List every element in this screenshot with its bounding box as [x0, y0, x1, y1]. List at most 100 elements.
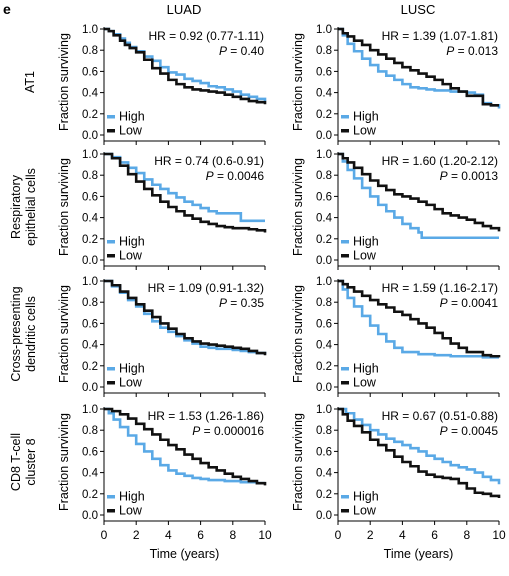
hazard-ratio-label: HR = 1.09 (0.91-1.32) [148, 281, 264, 295]
legend-label-low: Low [353, 249, 377, 263]
row-label-0: AT1 [23, 71, 37, 93]
legend-swatch-high [341, 240, 349, 244]
series-line-low [338, 279, 501, 358]
y-tick-label: 0.6 [82, 446, 98, 458]
p-value-label: P = 0.35 [219, 296, 264, 310]
x-tick-label: 6 [197, 528, 204, 542]
survival-panel: 0.0 0.2 0.4 0.6 0.8 1.0 Fraction surviving HR =… [291, 276, 501, 397]
legend-label-high: High [353, 235, 379, 249]
y-tick-label: 0.2 [316, 361, 332, 373]
row-label-3: CD8 T-cell cluster 8 [9, 433, 38, 491]
y-axis-label: Fraction surviving [291, 33, 305, 131]
y-axis-label: Fraction surviving [57, 158, 71, 256]
y-tick-label: 1.0 [82, 149, 98, 161]
y-tick-label: 1.0 [82, 24, 98, 36]
y-tick-label: 0.0 [82, 130, 98, 142]
y-tick-label: 0.8 [316, 170, 332, 182]
y-tick-label: 0.6 [82, 318, 98, 330]
y-tick-label: 0.0 [82, 255, 98, 267]
y-tick-label: 0.8 [316, 45, 332, 57]
p-value-label: P = 0.40 [219, 44, 264, 58]
y-tick-label: 0.4 [82, 340, 99, 352]
row-label-line: AT1 [23, 71, 37, 93]
legend-label-low: Low [119, 124, 143, 138]
row-label-line: epithelial cells [24, 168, 38, 246]
y-tick-label: 0.8 [82, 425, 98, 437]
row-label-line: dendritic cells [24, 296, 38, 372]
x-axis-label: Time (years) [150, 547, 220, 561]
survival-panel: 0.0 0.2 0.4 0.6 0.8 1.0 Fraction surviving HR =… [57, 276, 267, 397]
y-tick-label: 1.0 [82, 404, 98, 416]
y-tick-label: 0.6 [82, 191, 98, 203]
row-label-line: Respiratory [9, 174, 23, 239]
x-tick-label: 4 [399, 528, 406, 542]
legend-label-low: Low [119, 249, 143, 263]
hazard-ratio-label: HR = 0.74 (0.6-0.91) [154, 154, 264, 168]
hazard-ratio-label: HR = 0.92 (0.77-1.11) [148, 29, 264, 43]
p-value-label: P = 0.0045 [440, 424, 499, 438]
x-tick-label: 8 [463, 528, 470, 542]
y-tick-label: 0.2 [82, 234, 98, 246]
legend-swatch-high [341, 367, 349, 371]
x-tick-label: 4 [165, 528, 172, 542]
p-value-label: P = 0.013 [446, 44, 498, 58]
y-tick-label: 0.6 [316, 66, 332, 78]
legend-swatch-low [341, 129, 349, 133]
y-tick-label: 0.8 [82, 297, 98, 309]
x-tick-label: 2 [367, 528, 374, 542]
legend-label-low: Low [119, 376, 143, 390]
y-tick-label: 0.0 [82, 510, 98, 522]
chart-panels: 0.0 0.2 0.4 0.6 0.8 1.0 Fraction surviving HR =… [57, 24, 506, 561]
survival-panel: 0.0 0.2 0.4 0.6 0.8 1.0 Fraction surviving HR =… [57, 149, 267, 270]
y-tick-label: 0.0 [316, 382, 332, 394]
y-tick-label: 0.6 [316, 191, 332, 203]
y-tick-label: 0.6 [82, 66, 98, 78]
y-tick-label: 0.0 [316, 510, 332, 522]
y-axis-label: Fraction surviving [291, 158, 305, 256]
y-tick-label: 0.8 [82, 170, 98, 182]
y-tick-label: 0.0 [82, 382, 98, 394]
legend-swatch-high [107, 240, 115, 244]
y-tick-label: 0.2 [82, 489, 98, 501]
row-label-2: Cross-presenting dendritic cells [9, 286, 38, 381]
survival-panel: 0.0 0.2 0.4 0.6 0.8 1.0 Fraction surviving HR =… [57, 24, 267, 145]
y-tick-label: 0.2 [82, 361, 98, 373]
survival-panel: 0.0 0.2 0.4 0.6 0.8 1.0 0 2 4 6 8 10 Time (years) Fra… [291, 404, 506, 561]
x-tick-label: 10 [492, 528, 506, 542]
column-title-luad: LUAD [167, 2, 202, 17]
y-tick-label: 0.8 [316, 425, 332, 437]
y-tick-label: 0.4 [316, 340, 333, 352]
hazard-ratio-label: HR = 0.67 (0.51-0.88) [382, 409, 498, 423]
y-tick-label: 1.0 [82, 276, 98, 288]
legend-label-high: High [353, 110, 379, 124]
legend-label-high: High [119, 235, 145, 249]
legend-swatch-low [107, 509, 115, 513]
row-label-line: CD8 T-cell [9, 433, 23, 491]
x-tick-label: 0 [335, 528, 342, 542]
y-tick-label: 0.8 [82, 45, 98, 57]
series-line-low [338, 152, 501, 232]
survival-panel: 0.0 0.2 0.4 0.6 0.8 1.0 Fraction surviving HR =… [291, 149, 501, 270]
y-tick-label: 0.4 [316, 213, 333, 225]
y-tick-label: 1.0 [316, 24, 332, 36]
y-tick-label: 1.0 [316, 149, 332, 161]
y-axis-label: Fraction surviving [57, 413, 71, 511]
hazard-ratio-label: HR = 1.60 (1.20-2.12) [382, 154, 498, 168]
panel-letter: e [3, 1, 11, 17]
survival-panel: 0.0 0.2 0.4 0.6 0.8 1.0 0 2 4 6 8 10 Time (years) Fra… [57, 404, 272, 561]
legend-label-high: High [119, 110, 145, 124]
hazard-ratio-label: HR = 1.59 (1.16-2.17) [382, 281, 498, 295]
p-value-label: P = 0.0013 [440, 169, 499, 183]
y-tick-label: 0.4 [316, 468, 333, 480]
series-line-low [338, 27, 499, 107]
y-tick-label: 0.2 [82, 109, 98, 121]
y-tick-label: 0.2 [316, 109, 332, 121]
series-line-high [338, 152, 499, 240]
x-axis-label: Time (years) [384, 547, 454, 561]
series-line-low [104, 152, 267, 233]
y-tick-label: 0.6 [316, 446, 332, 458]
series-line-high [338, 27, 501, 109]
series-line-low [104, 279, 267, 356]
series-line-high [338, 279, 499, 359]
